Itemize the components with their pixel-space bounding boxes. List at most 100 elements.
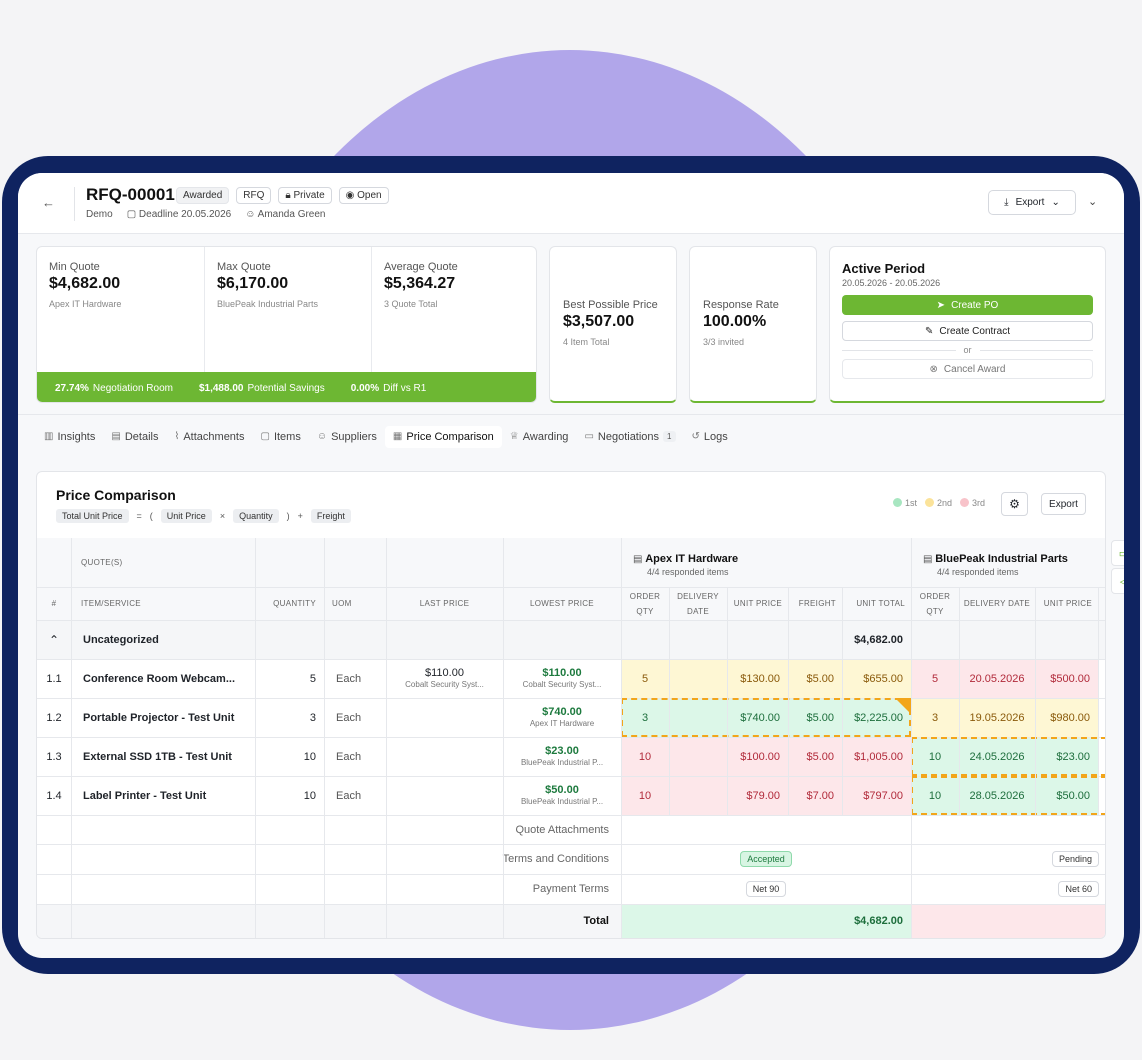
blue-unit-price: $23.00 [1035,737,1098,776]
create-contract-button[interactable]: ✎ Create Contract [842,321,1093,341]
export-button[interactable]: ⤓ Export ⌄ [988,190,1076,215]
apex-unit-price: $740.00 [727,698,788,737]
clipboard-icon: ▢ [260,431,270,442]
tab-items[interactable]: ▢ Items [260,430,301,443]
blue-payment: Net 60 [911,874,1105,904]
user-icon: ☺ [245,209,258,220]
awarded-badge: Awarded [176,187,230,204]
active-period-card: Active Period 20.05.2026 - 20.05.2026 ➤ C… [829,246,1106,403]
row-item-name: Label Printer - Test Unit [83,789,207,802]
grid-line [727,587,728,815]
lock-icon: 🔒︎ [285,190,294,201]
apex-order-qty: 10 [621,737,669,776]
tab-price-comparison[interactable]: ▦ Price Comparison [384,425,502,448]
download-icon: ⤓ [1004,197,1009,208]
apex-delivery [669,776,727,815]
blue-unit-price: $50.00 [1035,776,1098,815]
legend-first: 1st [893,498,917,508]
row-index: 1.4 [46,789,62,802]
negotiation-room: 27.74% Negotiation Room [55,382,173,394]
apex-freight: $5.00 [788,737,842,776]
app-screen: ← RFQ-00001 Awarded RFQ 🔒︎ Private ◉ Ope… [18,173,1124,958]
header-expand-chevron-icon[interactable]: ⌄ [1088,196,1098,208]
row-index: 1.2 [46,711,62,724]
row-item-name: External SSD 1TB - Test Unit [83,750,232,763]
quote-stats-card: Min Quote $4,682.00 Apex IT Hardware Max… [36,246,537,403]
supplier-responded: 4/4 responded items [647,566,729,577]
blue-delivery: 19.05.2026 [959,698,1035,737]
active-period-dates: 20.05.2026 - 20.05.2026 [842,278,941,288]
last-price-supplier: Cobalt Security Syst... [405,679,484,689]
apex-order-qty: 5 [621,659,669,698]
blue-unit-price: $980.00 [1035,698,1098,737]
col-blue-unit-price: UNIT PRICE [1043,599,1092,608]
deadline: ▢ Deadline 20.05.2026 [126,209,232,220]
calendar-icon: ▢ [126,209,139,220]
cancel-award-button[interactable]: ⊗ Cancel Award [842,359,1093,379]
net60-badge: Net 60 [1058,881,1099,897]
apex-order-qty: 3 [621,698,669,737]
tab-negotiations[interactable]: ▭ Negotiations 1 [576,426,683,448]
col-apex-unit-total: UNIT TOTAL [856,599,905,608]
tab-suppliers[interactable]: ☺ Suppliers [316,430,377,443]
grid-line [37,737,1105,738]
status-badges: Awarded RFQ 🔒︎ Private ◉ Open [176,187,389,204]
row-lowest-price: $23.00 BluePeak Industrial P... [503,737,621,776]
row-quantity: 10 [303,789,316,802]
blue-order-qty: 3 [911,698,959,737]
apex-payment: Net 90 [621,874,911,904]
row-index: 1.3 [46,750,62,763]
grid-line [37,776,1105,777]
apex-delivery [669,698,727,737]
header-divider [74,187,75,221]
back-arrow-icon[interactable]: ← [42,195,55,210]
diff-vs-r1: 0.00% Diff vs R1 [350,382,427,394]
lowest-price-value: $23.00 [545,744,579,757]
net90-badge: Net 90 [745,881,787,897]
tab-awarding[interactable]: ♕ Awarding [509,430,569,443]
grid-line [37,587,1105,588]
row-lowest-price: $110.00 Cobalt Security Syst... [503,659,621,698]
document-icon: ▤ [633,553,646,565]
lowest-price-value: $740.00 [542,705,582,718]
grid-line [669,587,670,815]
awarded-highlight [911,737,1105,776]
apex-freight: $5.00 [788,698,842,737]
min-quote: Min Quote $4,682.00 Apex IT Hardware [49,261,122,309]
col-item: ITEM/SERVICE [81,599,141,608]
payment-terms-label: Payment Terms [532,883,609,895]
row-last-price [386,698,503,737]
announce-icon[interactable]: ◁ [1111,568,1124,594]
settings-gear-icon[interactable]: ⚙ [1001,492,1028,516]
apex-unit-price: $79.00 [727,776,788,815]
apex-grand-total: $4,682.00 [621,904,911,938]
grid-line [37,815,1105,816]
award-star-icon [895,698,911,714]
col-apex-order-qty: ORDER QTY [629,591,661,616]
tab-details[interactable]: ▤ Details [111,430,159,443]
section-title: Price Comparison [56,487,176,503]
tab-insights[interactable]: ▥ Insights [44,430,96,443]
comparison-export-button[interactable]: Export [1041,493,1086,515]
grid-line [37,659,1105,660]
collapse-chevron-icon[interactable]: ⌃ [48,632,60,647]
tab-logs[interactable]: ↺ Logs [691,430,728,443]
lowest-price-supplier: BluePeak Industrial P... [520,757,604,767]
cancel-circle-icon: ⊗ [929,363,938,375]
chevron-down-icon: ⌄ [1051,197,1060,208]
tab-attachments[interactable]: ⌇ Attachments [174,430,245,443]
rank-legend: 1st 2nd 3rd [893,498,985,508]
blue-order-qty: 10 [911,737,959,776]
row-uom: Each [336,789,362,802]
create-po-button[interactable]: ➤ Create PO [842,295,1093,315]
pending-badge: Pending [1051,851,1099,867]
apex-delivery [669,659,727,698]
comment-icon[interactable]: ▭ [1111,540,1124,566]
grid-line [959,587,960,815]
grid-line [503,538,504,938]
apex-order-qty: 10 [621,776,669,815]
grid-line [1098,587,1099,815]
col-uom: UOM [332,599,352,608]
total-label: Total [583,915,609,927]
supplier-header: ▤ BluePeak Industrial Parts 4/4 responded… [923,538,1105,587]
